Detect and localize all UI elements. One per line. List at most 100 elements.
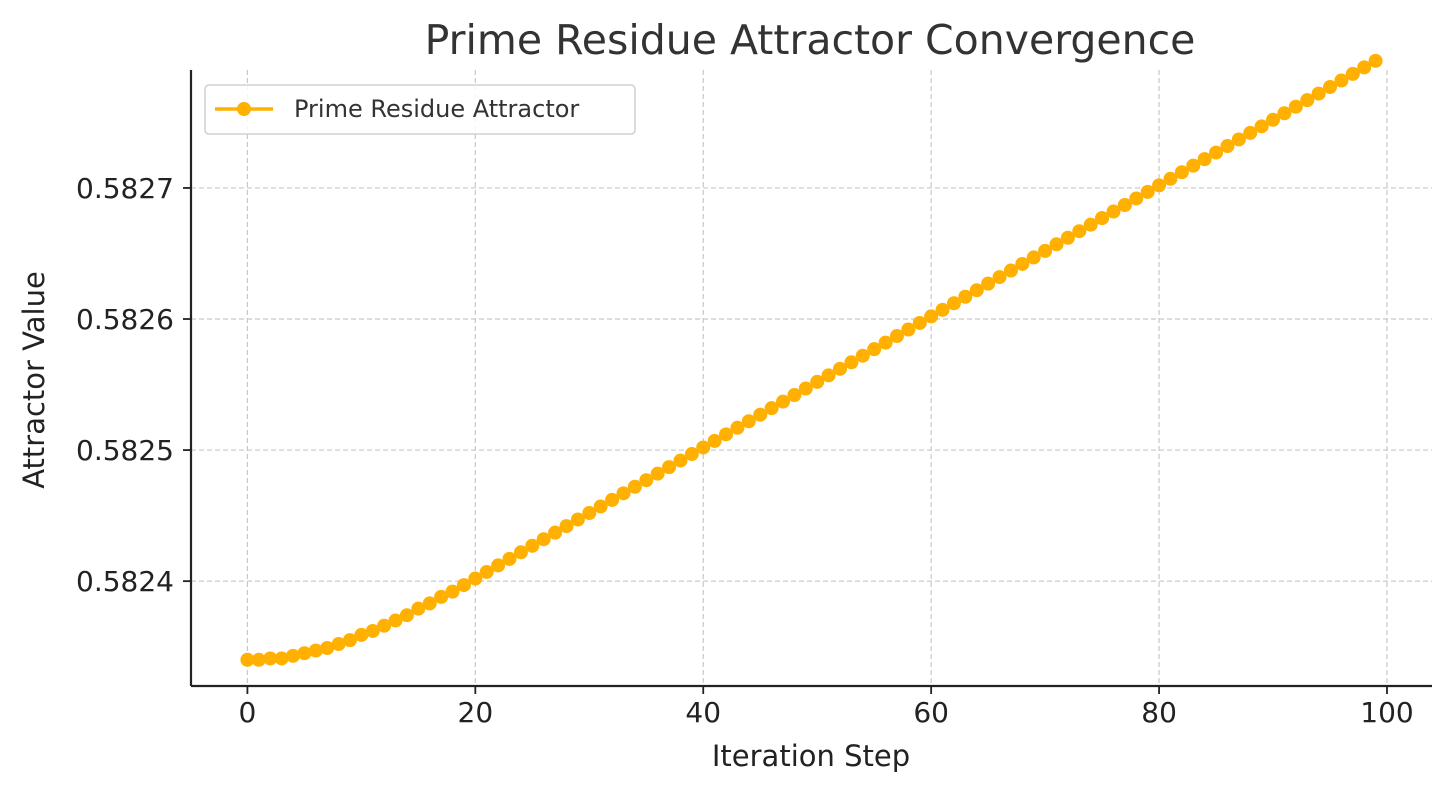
data-point: [240, 652, 255, 667]
data-point: [1152, 178, 1167, 193]
data-point: [662, 460, 677, 475]
data-point: [1266, 112, 1281, 127]
data-point: [559, 519, 574, 534]
data-point: [798, 381, 813, 396]
data-point: [1106, 204, 1121, 219]
data-point: [1049, 237, 1064, 252]
data-point: [787, 388, 802, 403]
data-point: [1174, 165, 1189, 180]
data-point: [1243, 125, 1258, 140]
data-point: [320, 640, 335, 655]
data-point: [776, 394, 791, 409]
data-point: [1015, 256, 1030, 271]
data-point: [1117, 198, 1132, 212]
data-point: [707, 433, 722, 448]
data-point: [502, 551, 517, 566]
x-tick-label: 40: [685, 696, 721, 729]
data-point: [810, 374, 825, 389]
data-point: [1277, 106, 1292, 121]
data-point: [1140, 184, 1155, 199]
data-point: [673, 453, 688, 468]
series-group: [240, 53, 1383, 667]
data-point: [616, 486, 631, 501]
data-point: [388, 613, 403, 628]
data-point: [684, 447, 699, 462]
x-tick-label: 20: [458, 696, 494, 729]
data-point: [468, 571, 483, 586]
series-line: [247, 59, 1377, 662]
data-point: [1209, 145, 1224, 160]
legend-entry-label: Prime Residue Attractor: [294, 95, 579, 123]
axes: [189, 70, 1432, 688]
data-point: [479, 564, 494, 579]
data-point: [1197, 152, 1212, 167]
data-point: [342, 633, 357, 648]
data-point: [764, 401, 779, 416]
data-point: [753, 407, 768, 422]
data-point: [1368, 53, 1383, 68]
data-point: [411, 601, 426, 616]
data-point: [832, 361, 847, 376]
data-point: [981, 276, 996, 291]
data-point: [992, 270, 1007, 285]
data-point: [354, 627, 369, 642]
x-tick-label: 0: [238, 696, 256, 729]
chart-title: Prime Residue Attractor Convergence: [425, 16, 1196, 64]
data-point: [1357, 60, 1372, 75]
data-point: [1334, 73, 1349, 88]
data-point: [285, 648, 300, 663]
legend-box: [204, 84, 636, 135]
data-point: [889, 329, 904, 344]
data-point: [1163, 171, 1178, 186]
data-point: [867, 342, 882, 357]
data-point: [958, 289, 973, 304]
data-point: [1072, 224, 1087, 239]
data-point: [1083, 217, 1098, 232]
data-point: [399, 608, 414, 623]
data-point: [912, 315, 927, 330]
data-point: [719, 427, 734, 442]
data-point: [365, 623, 380, 638]
x-tick-label: 100: [1360, 696, 1413, 729]
y-tick-label: 0.5826: [76, 303, 174, 336]
data-point: [1095, 211, 1110, 226]
data-point: [536, 532, 551, 547]
data-point: [1220, 139, 1235, 154]
data-point: [1254, 119, 1269, 134]
data-point: [434, 589, 449, 604]
y-ticks: 0.5824 0.5825 0.5826 0.5827: [76, 172, 191, 598]
x-ticks: 0 20 40 60 80 100: [238, 686, 1414, 729]
data-point: [582, 506, 597, 520]
data-point: [1186, 158, 1201, 173]
data-point: [730, 420, 745, 435]
data-point: [445, 584, 460, 599]
data-point: [821, 368, 836, 383]
data-point: [741, 414, 756, 429]
x-axis-label: Iteration Step: [712, 739, 910, 773]
x-tick-label: 80: [1141, 696, 1177, 729]
data-point: [377, 618, 392, 633]
legend-marker-swatch: [237, 102, 251, 116]
data-point: [1345, 66, 1360, 81]
data-point: [1311, 86, 1326, 101]
data-point: [969, 283, 984, 298]
y-axis-label: Attractor Value: [17, 271, 51, 489]
legend: Prime Residue Attractor: [204, 84, 636, 135]
data-point: [525, 538, 540, 553]
data-point: [331, 637, 346, 652]
data-point: [570, 512, 585, 527]
data-point: [878, 335, 893, 350]
data-point: [935, 302, 950, 317]
data-point: [639, 473, 654, 488]
data-point: [308, 643, 323, 658]
data-point: [513, 545, 528, 560]
data-point: [855, 348, 870, 363]
data-point: [491, 558, 506, 573]
data-point: [593, 499, 608, 514]
y-tick-label: 0.5827: [76, 172, 174, 205]
data-point: [1231, 132, 1246, 147]
data-point: [605, 492, 620, 507]
data-point: [274, 651, 289, 666]
data-point: [263, 651, 278, 666]
